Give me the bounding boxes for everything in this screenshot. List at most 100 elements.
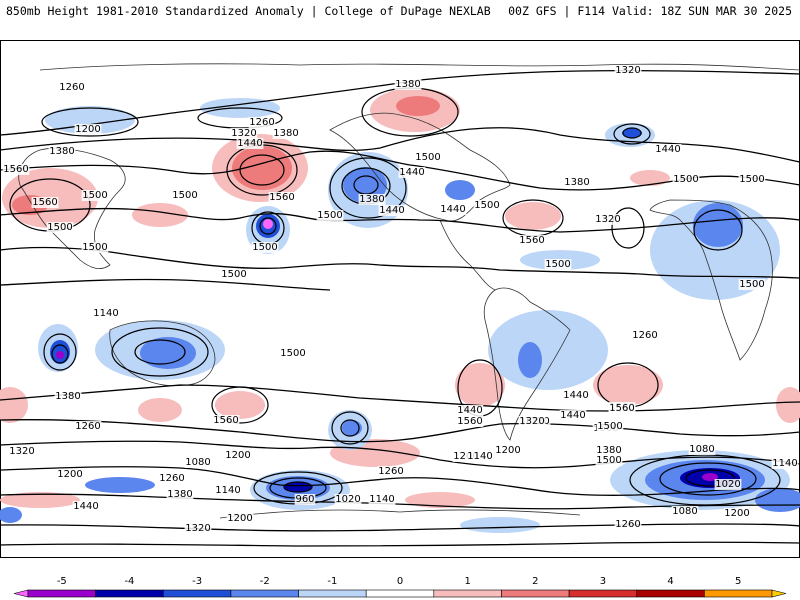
contour-label: 1020	[715, 479, 740, 490]
anomaly-negative	[56, 351, 64, 359]
contour-label: 960	[295, 494, 314, 505]
contour-label-bg	[714, 479, 742, 490]
contour-label-bg	[614, 519, 642, 530]
contour-label: 1500	[82, 190, 107, 201]
contour-label: 1500	[474, 200, 499, 211]
contour-label: 1500	[739, 279, 764, 290]
contour-label: 1440	[237, 138, 262, 149]
contour-label: 1320	[185, 523, 210, 534]
contour-label: 1440	[379, 205, 404, 216]
contour-label: 1260	[159, 473, 184, 484]
contour-label: 1560	[3, 164, 28, 175]
contour-label: 1200	[225, 450, 250, 461]
anomaly-negative	[622, 128, 642, 138]
contour-label-bg	[334, 494, 362, 505]
colorbar-tile	[704, 589, 773, 598]
anomaly-positive	[405, 492, 475, 508]
anomaly-negative	[140, 337, 196, 369]
colorbar-tick-label: 3	[600, 576, 606, 587]
contour-label-bg	[31, 197, 59, 208]
contour-label: 1320	[519, 416, 544, 427]
contour-label: 1380	[395, 79, 420, 90]
anomaly-positive	[132, 203, 188, 227]
contour-label: 1560	[213, 415, 238, 426]
contour-label: 1500	[221, 269, 246, 280]
contour-label-bg	[377, 466, 405, 477]
contour-label-bg	[672, 174, 700, 185]
height-contours	[0, 69, 800, 547]
contour-label-bg	[473, 200, 501, 211]
contour-label: 1500	[415, 152, 440, 163]
contour-label-bg	[268, 192, 296, 203]
contour-label: 1440	[655, 144, 680, 155]
anomaly-positive	[232, 146, 292, 190]
contour-label: 1260	[249, 117, 274, 128]
colorbar-tick-label: 0	[397, 576, 403, 587]
colorbar-tile	[230, 589, 299, 598]
contour-label-bg	[184, 457, 212, 468]
contour-label: 1200	[57, 469, 82, 480]
colorbar-tick-label: -5	[57, 576, 67, 587]
contour-label: 1500	[172, 190, 197, 201]
contour-label-bg	[654, 144, 682, 155]
contour-label: 1500	[82, 242, 107, 253]
contour-label-bg	[738, 174, 766, 185]
contour-labels: 1320 1380 1260 1200 1260 1320 1380 1440 1380 1560…	[2, 65, 799, 534]
colorbar-tick-label: 2	[532, 576, 538, 587]
colorbar-tile	[162, 589, 232, 598]
contour-label-bg	[414, 152, 442, 163]
contour-label: 1260	[378, 466, 403, 477]
contour-label: 1500	[596, 455, 621, 466]
anomaly-positive	[455, 363, 505, 407]
contour-label-bg	[358, 194, 386, 205]
contour-label-bg	[466, 451, 494, 462]
contour-label-bg	[494, 445, 522, 456]
contour-label-bg	[595, 455, 623, 466]
contour-label: 1200	[453, 451, 478, 462]
contour-label-bg	[771, 458, 799, 469]
colorbar-arrow-right	[771, 589, 787, 598]
contour-label: 1380	[55, 391, 80, 402]
contour-label: 1200	[724, 508, 749, 519]
contour-label: 1500	[47, 222, 72, 233]
contour-label: 1440	[457, 405, 482, 416]
contour-label: 1440	[440, 204, 465, 215]
contour-label: 1560	[609, 403, 634, 414]
contour-label: 1080	[185, 457, 210, 468]
colorbar: -5 -4 -3 -2 -1 0 1 2 3 4 5	[13, 576, 787, 598]
anomaly-positive	[630, 170, 670, 186]
contour-label-bg	[2, 164, 30, 175]
colorbar-tick-label: -4	[124, 576, 134, 587]
contour-label: 1260	[615, 519, 640, 530]
contour-label: 1380	[564, 177, 589, 188]
contour-label-bg	[398, 167, 426, 178]
colorbar-arrow-left	[13, 589, 29, 598]
contour-label-bg	[248, 117, 276, 128]
anomaly-negative	[342, 420, 362, 436]
contour-label: 1500	[597, 421, 622, 432]
anomaly-negative	[284, 482, 312, 492]
colorbar-tile	[27, 589, 96, 598]
contour-label: 1380	[49, 146, 74, 157]
contour-label-bg	[166, 489, 194, 500]
contour-label: 1560	[32, 197, 57, 208]
contour-label: 1200	[75, 124, 100, 135]
contour-label: 1200	[227, 513, 252, 524]
contour-label: 1320	[615, 65, 640, 76]
contour-label: 1080	[689, 444, 714, 455]
colorbar-tile	[298, 589, 367, 598]
contour-label-bg	[688, 444, 716, 455]
contour-label-bg	[158, 473, 186, 484]
anomaly-positive	[396, 96, 440, 116]
anomaly-negative	[518, 342, 542, 378]
contour-label: 1560	[519, 235, 544, 246]
contour-label-bg	[562, 390, 590, 401]
contour-label: 1140	[369, 494, 394, 505]
colorbar-tick-label: -3	[192, 576, 202, 587]
contour-label-bg	[251, 242, 279, 253]
contour-label-bg	[72, 501, 100, 512]
contour-label-bg	[56, 469, 84, 480]
contour-label-bg	[214, 485, 242, 496]
contour-label-bg	[738, 279, 766, 290]
anomaly-negative	[85, 477, 155, 493]
